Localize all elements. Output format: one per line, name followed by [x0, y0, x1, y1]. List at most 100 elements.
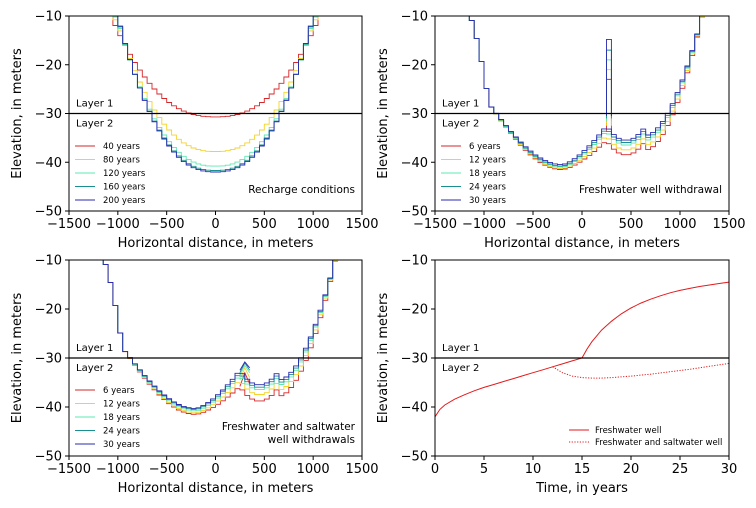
legend-label: 30 years: [103, 440, 140, 450]
series-line: [112, 16, 319, 152]
legend-label: Freshwater and saltwater well: [595, 438, 722, 448]
x-tick-label: 500: [252, 462, 277, 477]
legend-label: Freshwater well: [595, 426, 661, 436]
annotation-text: Recharge conditions: [248, 184, 355, 196]
x-tick-label: 15: [574, 462, 591, 477]
layer-1-label: Layer 1: [76, 343, 113, 354]
x-tick-label: 1500: [712, 217, 745, 232]
legend-label: 30 years: [469, 196, 506, 206]
legend-label: 18 years: [103, 413, 140, 423]
x-tick-label: 20: [623, 462, 640, 477]
x-tick-label: −1500: [47, 217, 91, 232]
x-tick-label: −1000: [96, 217, 140, 232]
x-tick-label: 25: [672, 462, 689, 477]
panel-recharge-conditions: Layer 1 Layer 2 −1500 −1000 −500 0 500 1000 1500…: [10, 10, 379, 252]
y-tick-label: −20: [35, 303, 62, 318]
y-tick-label: −50: [401, 205, 428, 220]
panel-freshwater-and-saltwater-withdrawals: Layer 1 Layer 2 −1500 −1000 −500 0 500 1000 1500…: [10, 254, 379, 497]
x-tick-label: −1000: [96, 462, 140, 477]
legend-label: 6 years: [103, 386, 135, 396]
y-axis-label: Elevation, in meters: [376, 293, 391, 424]
x-tick-label: 0: [211, 462, 219, 477]
x-tick-label: 10: [525, 462, 542, 477]
panel-time-series: Layer 1 Layer 2 0 5 10 15 20 25 30 −50 −40 −30 −20 −1…: [376, 254, 737, 497]
x-tick-label: −1000: [462, 217, 506, 232]
well-peak: [239, 371, 251, 387]
annotation-text: Freshwater well withdrawal: [579, 184, 722, 196]
y-tick-label: −10: [35, 254, 62, 269]
y-tick-label: −20: [401, 58, 428, 73]
series-line: [117, 16, 314, 173]
x-tick-label: 1500: [345, 217, 378, 232]
x-axis-label: Time, in years: [535, 481, 628, 496]
x-tick-label: 5: [480, 462, 488, 477]
legend-label: 24 years: [469, 183, 506, 193]
plot-area: [468, 16, 705, 170]
y-axis-label: Elevation, in meters: [376, 48, 391, 179]
y-tick-label: −20: [35, 58, 62, 73]
x-tick-label: 0: [211, 217, 219, 232]
x-tick-label: 1000: [663, 217, 696, 232]
layer-2-label: Layer 2: [76, 363, 113, 374]
legend-label: 6 years: [469, 142, 501, 152]
well-spike: [606, 69, 612, 126]
layer-2-label: Layer 2: [442, 363, 479, 374]
layer-2-label: Layer 2: [442, 119, 479, 130]
y-tick-label: −40: [401, 156, 428, 171]
well-peak: [239, 361, 251, 371]
series-line: [112, 16, 319, 118]
well-spike: [606, 49, 612, 119]
well-spike: [606, 59, 612, 121]
series-line: [102, 260, 339, 409]
x-axis-label: Horizontal distance, in meters: [118, 236, 314, 251]
annotation-text: Freshwater and saltwater: [222, 421, 356, 433]
annotation-text: well withdrawals: [268, 434, 355, 446]
x-tick-label: 500: [252, 217, 277, 232]
x-tick-label: −500: [515, 217, 551, 232]
y-tick-label: −40: [35, 156, 62, 171]
plot-area: [112, 16, 319, 173]
legend-label: 18 years: [469, 169, 506, 179]
legend-label: 24 years: [103, 427, 140, 437]
x-tick-label: 1500: [345, 462, 378, 477]
panel-freshwater-well-withdrawal: Layer 1 Layer 2 −1500 −1000 −500 0 500 1000 1500…: [376, 10, 746, 252]
plot-area: [102, 260, 339, 415]
series-line: [552, 362, 729, 379]
x-tick-label: −1500: [413, 217, 457, 232]
layer-2-label: Layer 2: [76, 119, 113, 130]
x-tick-label: −1500: [47, 462, 91, 477]
x-tick-label: 1000: [297, 462, 330, 477]
legend-label: 200 years: [103, 196, 146, 206]
legend-label: 12 years: [103, 400, 140, 410]
well-spike: [606, 78, 612, 131]
y-tick-label: −30: [35, 352, 62, 367]
x-tick-label: 1000: [297, 217, 330, 232]
x-tick-label: 0: [431, 462, 439, 477]
y-tick-label: −50: [401, 450, 428, 465]
y-axis-label: Elevation, in meters: [10, 48, 25, 179]
y-tick-label: −50: [35, 205, 62, 220]
legend-label: 40 years: [103, 142, 140, 152]
y-tick-label: −10: [35, 10, 62, 25]
layer-1-label: Layer 1: [442, 99, 479, 110]
well-peak: [239, 364, 251, 376]
series-line: [468, 16, 705, 166]
legend-label: 80 years: [103, 156, 140, 166]
legend-label: 120 years: [103, 169, 146, 179]
y-tick-label: −30: [401, 352, 428, 367]
y-tick-label: −40: [401, 401, 428, 416]
x-tick-label: −500: [149, 217, 185, 232]
legend-label: 160 years: [103, 183, 146, 193]
layer-1-label: Layer 1: [442, 343, 479, 354]
y-tick-label: −40: [35, 401, 62, 416]
legend-label: 12 years: [469, 156, 506, 166]
y-tick-label: −30: [401, 107, 428, 122]
layer-1-label: Layer 1: [76, 99, 113, 110]
x-axis-label: Horizontal distance, in meters: [484, 236, 680, 251]
y-tick-label: −50: [35, 450, 62, 465]
x-tick-label: 500: [619, 217, 644, 232]
y-tick-label: −30: [35, 107, 62, 122]
y-axis-label: Elevation, in meters: [10, 293, 25, 424]
y-tick-label: −10: [401, 254, 428, 269]
